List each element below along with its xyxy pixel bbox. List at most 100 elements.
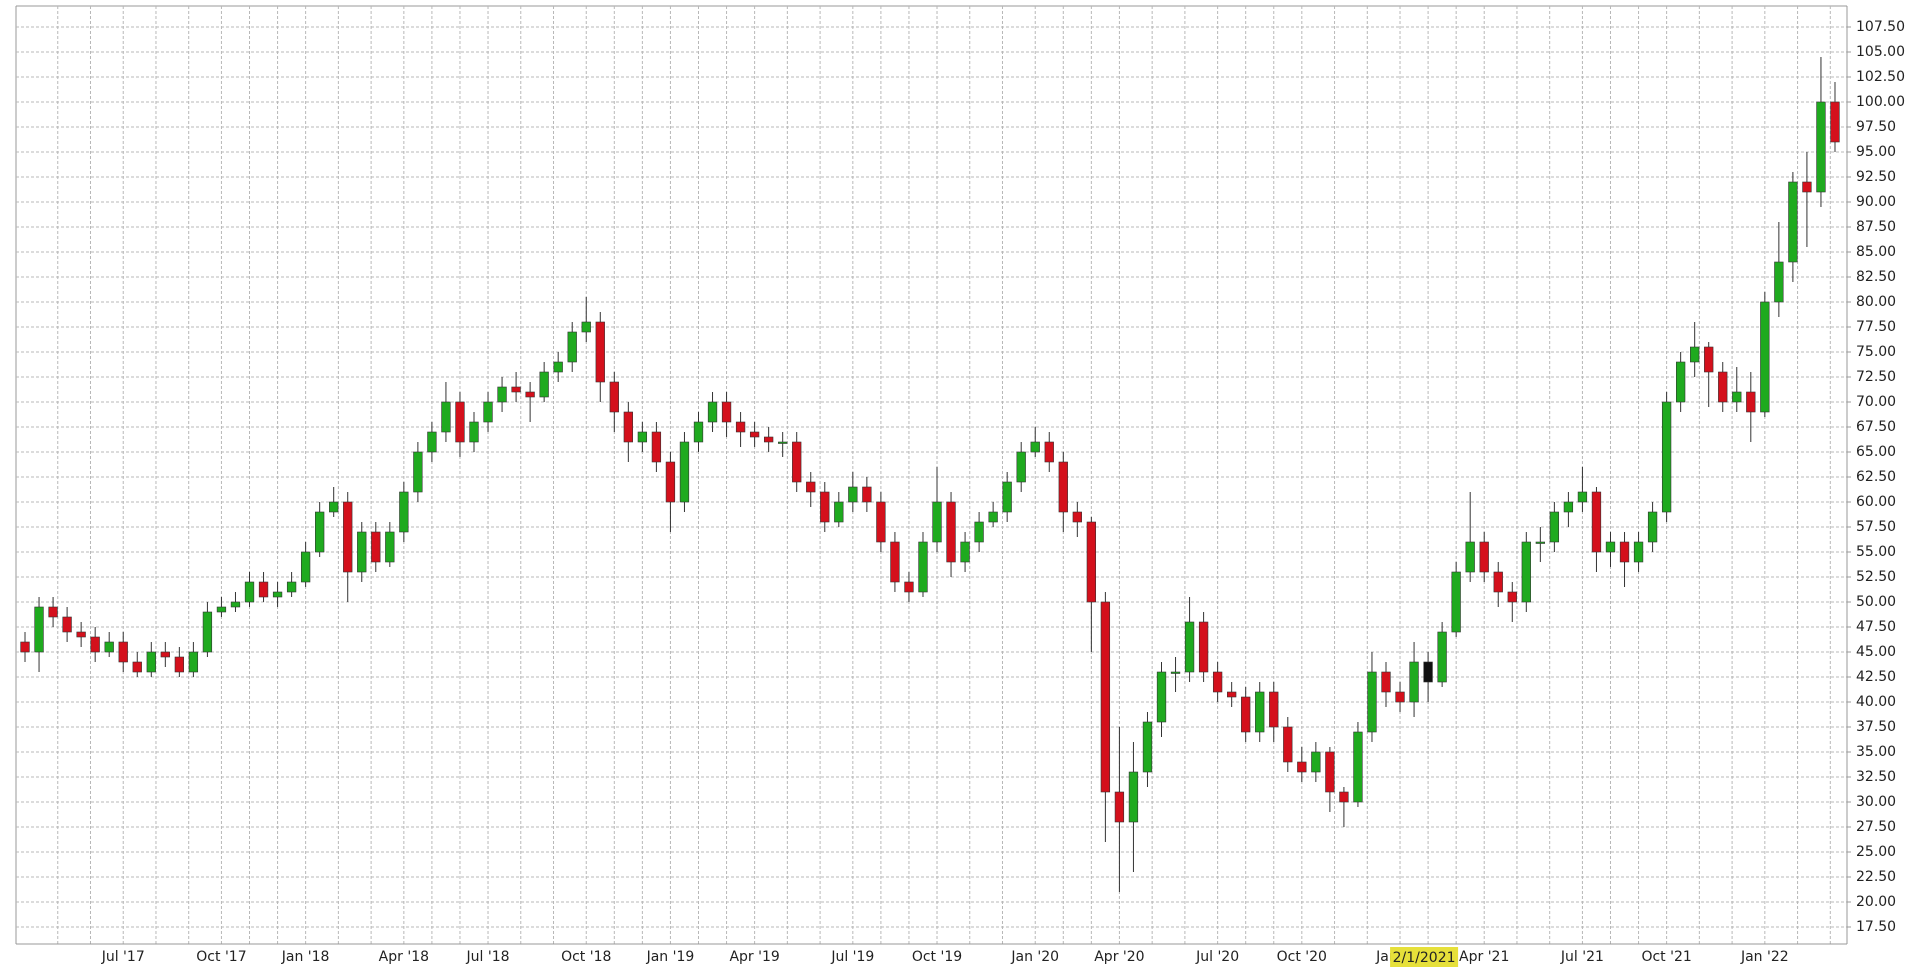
- candle-body: [1493, 571, 1503, 593]
- candle-body: [216, 606, 227, 613]
- candle-body: [76, 631, 86, 638]
- candle-body: [455, 401, 465, 443]
- candle-body: [300, 551, 311, 583]
- y-tick-label: 82.50: [1856, 269, 1896, 285]
- candle-body: [1605, 541, 1616, 553]
- candle-body: [413, 451, 423, 493]
- candle-body: [399, 491, 409, 533]
- candle-body: [1830, 101, 1840, 143]
- candle-body: [1577, 491, 1588, 503]
- candle-body: [48, 606, 58, 618]
- candle-body: [581, 321, 591, 333]
- candle-body: [539, 371, 549, 398]
- candle-body: [890, 541, 900, 583]
- y-tick-label: 17.50: [1856, 919, 1896, 935]
- candle-body: [329, 501, 339, 513]
- y-tick-label: 70.00: [1856, 394, 1896, 410]
- y-tick-label: 42.50: [1856, 669, 1896, 685]
- candle-body: [918, 541, 928, 593]
- candle-body: [1339, 791, 1349, 803]
- x-tick-label: Jul '21: [1560, 949, 1604, 965]
- candle-body: [1114, 791, 1125, 823]
- y-tick-label: 75.00: [1856, 344, 1896, 360]
- y-tick-label: 105.00: [1856, 44, 1905, 60]
- x-tick-label: Jan '18: [281, 949, 330, 965]
- candle-body: [1732, 391, 1742, 403]
- candle-body: [988, 511, 998, 523]
- candle-body: [946, 501, 956, 563]
- candle-body: [1170, 671, 1181, 674]
- x-tick-label: Apr '20: [1094, 949, 1144, 965]
- y-tick-label: 50.00: [1856, 594, 1896, 610]
- y-tick-label: 65.00: [1856, 444, 1896, 460]
- candle-body: [441, 401, 451, 433]
- candle-body: [1353, 731, 1363, 803]
- candle-body: [1718, 371, 1728, 403]
- y-tick-label: 55.00: [1856, 544, 1896, 560]
- candle-body: [1451, 571, 1461, 633]
- candle-body: [104, 641, 114, 653]
- x-tick-label: Jan '19: [646, 949, 695, 965]
- y-tick-label: 102.50: [1856, 69, 1905, 85]
- candle-body: [862, 486, 872, 503]
- candle-body: [834, 501, 844, 523]
- y-tick-label: 47.50: [1856, 619, 1896, 635]
- candle-body: [1788, 181, 1798, 263]
- x-tick-label: Oct '19: [912, 949, 962, 965]
- candle-body: [1002, 481, 1012, 513]
- y-tick-label: 30.00: [1856, 794, 1896, 810]
- candle-body: [609, 381, 619, 413]
- candle-body: [1465, 541, 1475, 573]
- candle-body: [1437, 631, 1447, 683]
- candle-body: [1661, 401, 1672, 513]
- x-tick-label: Jan '22: [1740, 949, 1789, 965]
- candle-body: [286, 581, 297, 593]
- candle-body: [1142, 721, 1153, 773]
- y-tick-label: 25.00: [1856, 844, 1896, 860]
- y-tick-label: 62.50: [1856, 469, 1896, 485]
- candle-body: [483, 401, 493, 423]
- candle-body: [1549, 511, 1560, 543]
- y-tick-label: 37.50: [1856, 719, 1896, 735]
- candle-body: [1619, 541, 1630, 563]
- x-tick-label: Apr '18: [379, 949, 429, 965]
- y-tick-label: 60.00: [1856, 494, 1896, 510]
- y-tick-label: 72.50: [1856, 369, 1896, 385]
- y-tick-label: 22.50: [1856, 869, 1896, 885]
- candle-body: [1030, 441, 1040, 453]
- candle-body: [792, 441, 802, 483]
- candle-body: [1128, 771, 1139, 823]
- candle-body: [385, 531, 395, 563]
- candle-body: [848, 486, 858, 503]
- y-tick-label: 40.00: [1856, 694, 1896, 710]
- y-tick-label: 90.00: [1856, 194, 1896, 210]
- candle-body: [230, 601, 241, 608]
- x-tick-label: Oct '20: [1277, 949, 1327, 965]
- candle-body: [553, 361, 563, 373]
- candle-body: [932, 501, 942, 543]
- candle-body: [1241, 696, 1251, 733]
- candle-body: [343, 501, 353, 573]
- candle-body: [763, 436, 774, 443]
- candle-body: [1072, 511, 1082, 523]
- candle-body: [90, 636, 100, 653]
- y-tick-label: 95.00: [1856, 144, 1896, 160]
- candle-body: [806, 481, 816, 493]
- candle-body: [1816, 101, 1826, 193]
- y-tick-label: 20.00: [1856, 894, 1896, 910]
- x-tick-label: Jul '20: [1195, 949, 1239, 965]
- candle-body: [1591, 491, 1602, 553]
- labels: 17.50 20.00 22.50 25.00 27.50 30.00 32.50 35.00…: [101, 19, 1905, 967]
- candle-body: [623, 411, 633, 443]
- candle-body: [960, 541, 970, 563]
- candle-body: [315, 511, 325, 553]
- candle-body: [1633, 541, 1644, 563]
- candle-body: [1647, 511, 1658, 543]
- y-tick-label: 100.00: [1856, 94, 1905, 110]
- candle-body: [1760, 301, 1770, 413]
- candle-body: [62, 616, 72, 633]
- candle-body: [34, 606, 44, 653]
- candle-body: [1675, 361, 1686, 403]
- candle-body: [749, 431, 760, 438]
- candle-body: [1381, 671, 1391, 693]
